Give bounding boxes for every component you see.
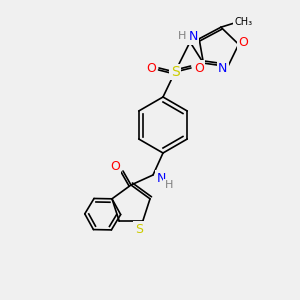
Text: CH₃: CH₃	[235, 17, 253, 27]
Text: N: N	[218, 62, 227, 75]
Text: O: O	[239, 36, 249, 49]
Text: N: N	[156, 172, 166, 184]
Text: H: H	[165, 180, 173, 190]
Text: S: S	[135, 223, 143, 236]
Text: H: H	[178, 31, 186, 41]
Text: N: N	[188, 31, 198, 44]
Text: S: S	[171, 65, 179, 79]
Text: O: O	[146, 61, 156, 74]
Text: O: O	[194, 61, 204, 74]
Text: O: O	[110, 160, 120, 172]
